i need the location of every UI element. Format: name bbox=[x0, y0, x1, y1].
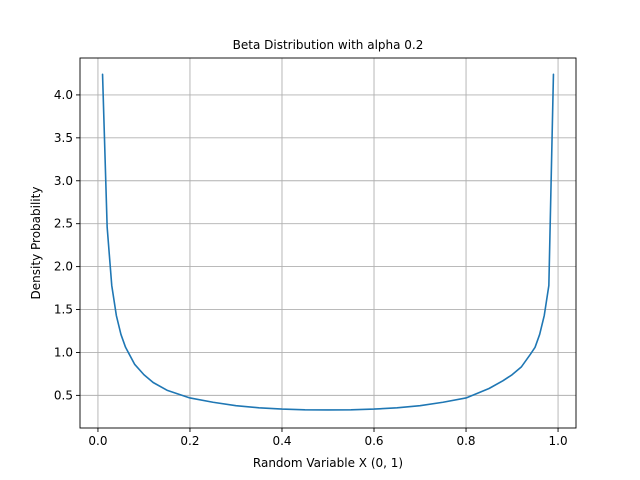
y-tick-label: 1.5 bbox=[54, 303, 73, 317]
y-axis-ticks: 0.5 1.0 1.5 2.0 2.5 3.0 3.5 4.0 bbox=[54, 88, 80, 402]
grid bbox=[80, 58, 576, 428]
y-tick-label: 3.0 bbox=[54, 174, 73, 188]
x-axis-ticks: 0.0 0.2 0.4 0.6 0.8 1.0 bbox=[88, 428, 568, 448]
y-tick-label: 0.5 bbox=[54, 388, 73, 402]
x-tick-label: 0.2 bbox=[180, 434, 199, 448]
y-tick-label: 3.5 bbox=[54, 131, 73, 145]
x-tick-label: 0.0 bbox=[88, 434, 107, 448]
x-tick-label: 0.4 bbox=[272, 434, 291, 448]
y-axis-label: Density Probability bbox=[29, 187, 43, 300]
x-tick-label: 0.6 bbox=[364, 434, 383, 448]
plot-frame bbox=[79, 57, 577, 429]
series-layer bbox=[101, 73, 555, 411]
density-series-line bbox=[101, 73, 555, 411]
x-tick-label: 1.0 bbox=[549, 434, 568, 448]
x-axis-label: Random Variable X (0, 1) bbox=[253, 456, 403, 470]
y-tick-label: 4.0 bbox=[54, 88, 73, 102]
chart-title: Beta Distribution with alpha 0.2 bbox=[233, 38, 424, 52]
y-tick-label: 2.5 bbox=[54, 217, 73, 231]
x-tick-label: 0.8 bbox=[456, 434, 475, 448]
y-tick-label: 2.0 bbox=[54, 260, 73, 274]
y-tick-label: 1.0 bbox=[54, 345, 73, 359]
